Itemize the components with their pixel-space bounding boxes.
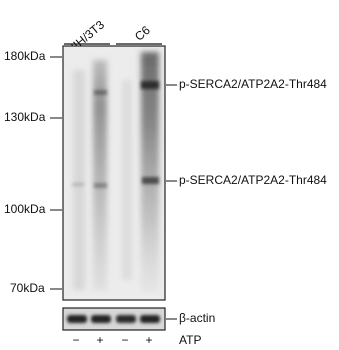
lane-label: C6 bbox=[132, 23, 153, 44]
marker-label: 180kDa bbox=[4, 49, 46, 63]
treatment-sign: + bbox=[145, 333, 152, 347]
loading-label: β-actin bbox=[179, 311, 215, 325]
treatment-label: ATP bbox=[179, 333, 201, 347]
treatment-sign: + bbox=[96, 333, 103, 347]
marker-label: 100kDa bbox=[4, 202, 46, 216]
blot-bands bbox=[72, 81, 159, 188]
loading-bands bbox=[67, 315, 160, 323]
loading-panel bbox=[62, 307, 166, 331]
markers: 180kDa 130kDa 100kDa 70kDa bbox=[4, 49, 62, 295]
treatment-sign: − bbox=[121, 333, 128, 347]
marker-label: 70kDa bbox=[10, 281, 45, 295]
band-label: p-SERCA2/ATP2A2-Thr484 bbox=[179, 173, 327, 187]
blot-signal bbox=[73, 52, 159, 292]
band-label: p-SERCA2/ATP2A2-Thr484 bbox=[179, 77, 327, 91]
marker-label: 130kDa bbox=[4, 110, 46, 124]
treatment-sign: − bbox=[72, 333, 79, 347]
